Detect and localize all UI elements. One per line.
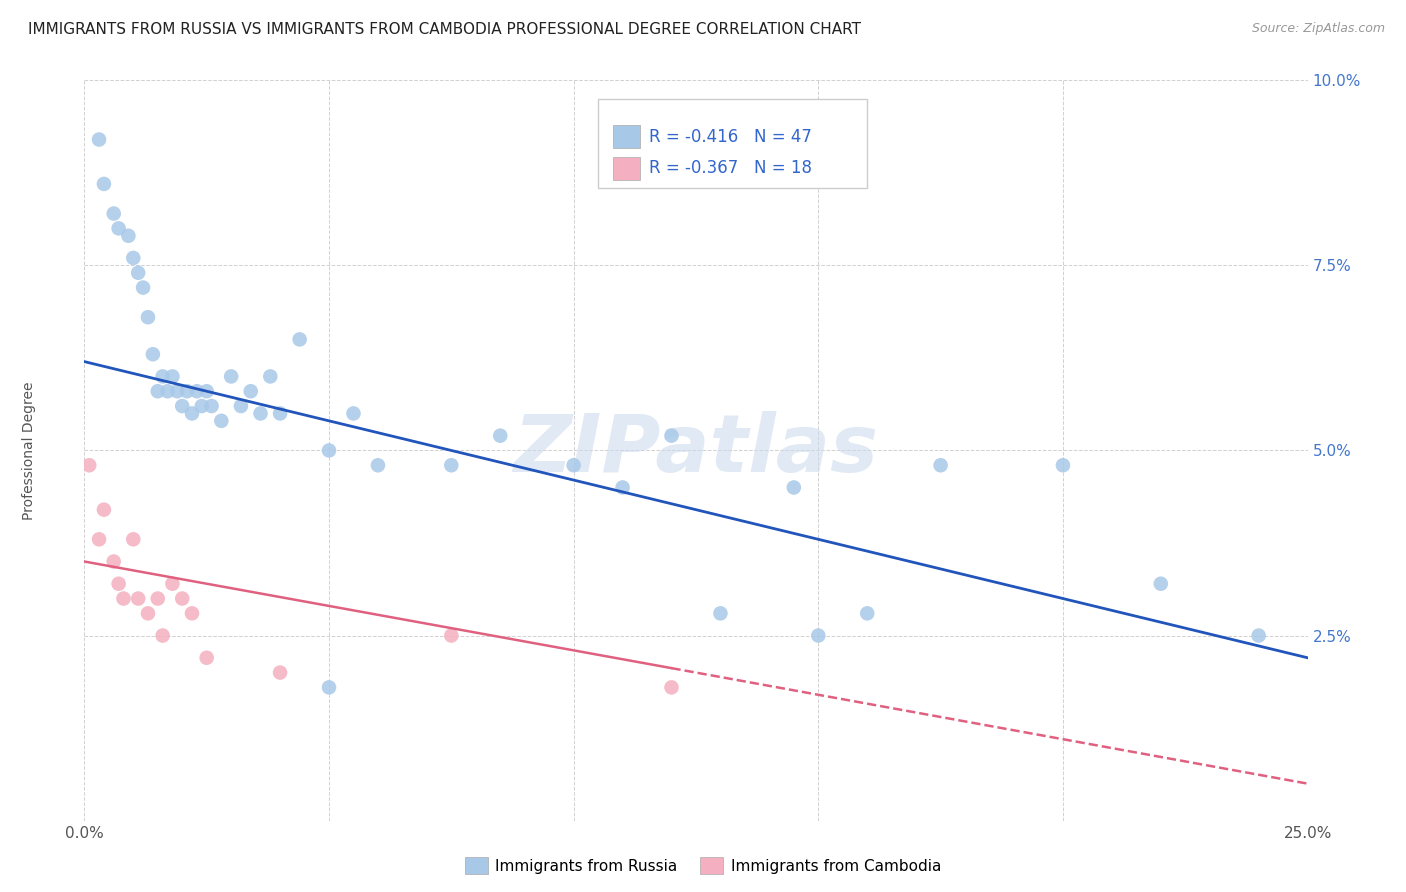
- Point: [103, 554, 125, 569]
- Point: [93, 502, 115, 516]
- Point: [342, 407, 364, 421]
- Point: [152, 628, 174, 642]
- Point: [77, 458, 100, 473]
- Point: [440, 458, 463, 473]
- Point: [249, 407, 271, 421]
- Point: [112, 591, 135, 606]
- Point: [856, 607, 879, 621]
- Point: [661, 681, 683, 695]
- Point: [181, 607, 204, 621]
- Point: [142, 347, 165, 361]
- Point: [122, 533, 145, 547]
- Point: [612, 481, 634, 495]
- Point: [103, 206, 125, 220]
- Point: [195, 650, 218, 665]
- Point: [489, 428, 512, 442]
- Point: [181, 407, 204, 421]
- Point: [318, 681, 340, 695]
- Bar: [598, 99, 868, 187]
- Point: [367, 458, 389, 473]
- Point: [200, 399, 222, 413]
- Point: [127, 591, 149, 606]
- Point: [318, 443, 340, 458]
- Text: ZIPatlas: ZIPatlas: [513, 411, 879, 490]
- Point: [87, 533, 110, 547]
- Bar: [613, 125, 640, 148]
- Point: [176, 384, 198, 399]
- Point: [136, 607, 159, 621]
- Point: [172, 591, 194, 606]
- Point: [269, 665, 291, 680]
- Point: [127, 266, 149, 280]
- Point: [562, 458, 585, 473]
- Point: [1052, 458, 1074, 473]
- Point: [783, 481, 806, 495]
- Point: [229, 399, 252, 413]
- Point: [107, 221, 129, 235]
- Point: [1150, 576, 1173, 591]
- Point: [186, 384, 208, 399]
- Point: [152, 369, 174, 384]
- Point: [219, 369, 242, 384]
- Point: [136, 310, 159, 325]
- Point: [191, 399, 214, 413]
- Point: [93, 177, 115, 191]
- Point: [132, 280, 155, 294]
- Point: [117, 228, 139, 243]
- Point: [269, 407, 291, 421]
- Point: [162, 576, 184, 591]
- Text: R = -0.416   N = 47: R = -0.416 N = 47: [650, 128, 813, 145]
- Point: [172, 399, 194, 413]
- Point: [107, 576, 129, 591]
- Point: [288, 332, 311, 346]
- Point: [166, 384, 188, 399]
- Point: [661, 428, 683, 442]
- Point: [87, 132, 110, 146]
- Point: [709, 607, 731, 621]
- Point: [146, 591, 169, 606]
- Point: [162, 369, 184, 384]
- Point: [929, 458, 952, 473]
- Text: R = -0.367   N = 18: R = -0.367 N = 18: [650, 160, 813, 178]
- Point: [122, 251, 145, 265]
- Point: [259, 369, 281, 384]
- Point: [195, 384, 218, 399]
- Point: [209, 414, 232, 428]
- Point: [156, 384, 179, 399]
- Point: [440, 628, 463, 642]
- Legend: Immigrants from Russia, Immigrants from Cambodia: Immigrants from Russia, Immigrants from …: [458, 851, 948, 880]
- Text: IMMIGRANTS FROM RUSSIA VS IMMIGRANTS FROM CAMBODIA PROFESSIONAL DEGREE CORRELATI: IMMIGRANTS FROM RUSSIA VS IMMIGRANTS FRO…: [28, 22, 860, 37]
- Bar: [613, 156, 640, 180]
- Point: [807, 628, 830, 642]
- Point: [1247, 628, 1270, 642]
- Y-axis label: Professional Degree: Professional Degree: [21, 381, 35, 520]
- Point: [146, 384, 169, 399]
- Text: Source: ZipAtlas.com: Source: ZipAtlas.com: [1251, 22, 1385, 36]
- Point: [239, 384, 262, 399]
